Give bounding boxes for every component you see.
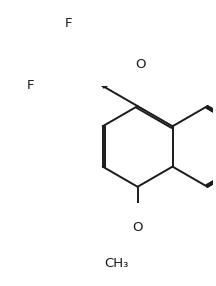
Text: F: F (27, 80, 34, 92)
Text: CH₃: CH₃ (104, 257, 128, 270)
Text: O: O (132, 221, 143, 234)
Text: F: F (65, 17, 73, 30)
Text: O: O (135, 58, 146, 71)
